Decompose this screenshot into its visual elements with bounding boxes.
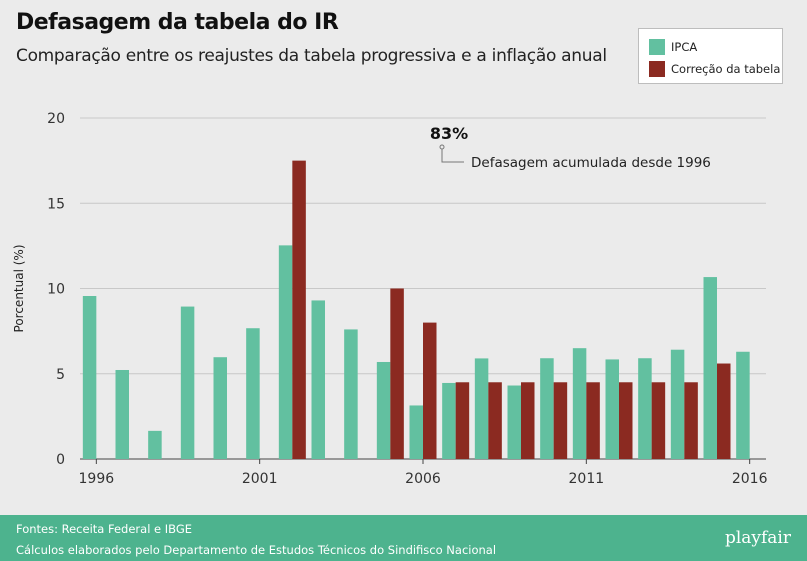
chart-subtitle: Comparação entre os reajustes da tabela … [16,46,607,66]
bar-ipca [605,359,619,459]
bar-correcao [651,382,666,459]
bar-correcao [684,382,698,459]
bar-ipca [344,329,358,459]
bar-ipca [278,245,293,459]
bar-chart: 0 5 10 15 20 Porcentual (%) 1996 2001 2006 2011 20… [12,111,768,487]
annotation-leader [441,149,464,163]
bar-ipca [540,358,554,459]
x-tick-label: 2006 [405,471,441,487]
legend-label-ipca: IPCA [671,40,698,54]
bar-correcao [488,382,502,459]
bar-ipca [376,361,391,459]
legend: IPCA Correção da tabela [638,28,783,84]
bar-ipca [638,358,652,459]
bar-ipca [115,369,129,459]
bar-correcao [390,288,404,459]
x-tick-label: 2016 [732,471,768,487]
legend-label-correcao: Correção da tabela [671,62,781,76]
y-tick-label: 10 [47,282,65,298]
bar-correcao [455,382,470,459]
footer: Fontes: Receita Federal e IBGE Cálculos … [0,515,807,561]
bar-ipca [507,385,521,459]
x-tick-label: 2011 [569,471,605,487]
bar-ipca [736,351,750,459]
y-tick-label: 0 [56,452,65,468]
x-tick-label: 2001 [242,471,278,487]
y-axis-label: Porcentual (%) [12,245,26,333]
bar-ipca [409,405,423,459]
y-tick-label: 15 [47,196,65,212]
bar-ipca [148,430,162,459]
annotation-value: 83% [430,124,468,143]
legend-item-ipca: IPCA [649,39,697,55]
bar-ipca [213,357,227,459]
bar-ipca [180,306,195,459]
brand-logo: playfair [724,528,791,548]
bar-ipca [442,382,456,459]
bar-ipca [82,296,97,459]
bar-correcao [292,160,306,459]
footer-methodology: Cálculos elaborados pelo Departamento de… [16,543,497,557]
bar-ipca [311,300,325,459]
bar-ipca [703,277,717,459]
bar-ipca [572,348,587,459]
annotation-marker [439,144,445,150]
legend-swatch-ipca [649,39,665,55]
bar-correcao [586,382,600,459]
y-tick-label: 20 [47,111,65,127]
footer-sources: Fontes: Receita Federal e IBGE [16,522,193,536]
chart-title: Defasagem da tabela do IR [16,10,339,35]
bar-correcao [553,382,568,459]
annotation-label: Defasagem acumulada desde 1996 [471,155,711,171]
legend-swatch-correcao [649,61,665,77]
bar-correcao [521,382,535,459]
x-tick-label: 1996 [79,471,115,487]
legend-item-correcao: Correção da tabela [649,61,780,77]
bar-correcao [619,382,633,459]
y-tick-label: 5 [56,367,65,383]
bar-ipca [670,349,685,459]
bar-correcao [423,322,437,459]
bar-correcao [717,363,731,459]
bar-ipca [246,328,260,459]
bar-ipca [474,358,489,459]
